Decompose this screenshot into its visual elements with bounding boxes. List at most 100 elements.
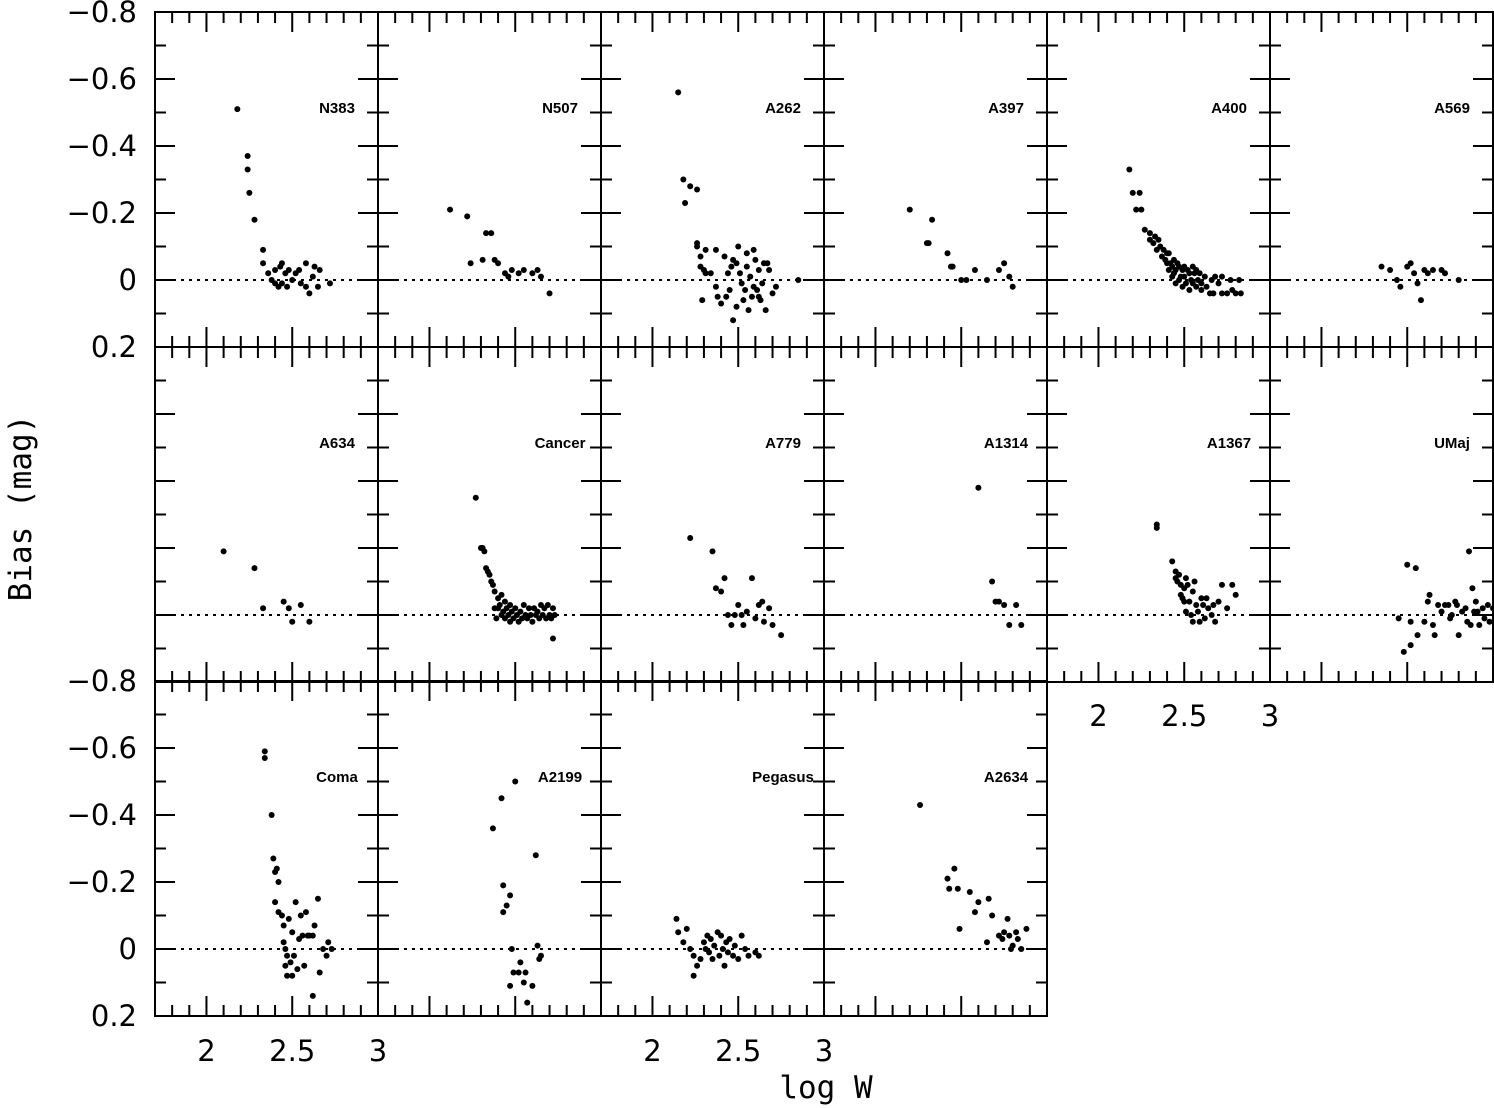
data-point bbox=[496, 601, 503, 608]
data-point bbox=[1141, 226, 1148, 233]
data-point bbox=[507, 601, 514, 608]
data-point bbox=[1218, 581, 1225, 588]
data-point bbox=[726, 935, 733, 942]
data-point bbox=[536, 956, 543, 963]
data-point bbox=[712, 246, 719, 253]
data-point bbox=[690, 972, 697, 979]
data-point bbox=[1407, 260, 1414, 267]
data-point bbox=[975, 899, 982, 906]
data-point bbox=[772, 283, 779, 290]
data-point bbox=[501, 598, 508, 605]
data-point bbox=[735, 956, 742, 963]
data-point bbox=[1395, 615, 1402, 622]
panel-ticks bbox=[378, 11, 601, 348]
data-point bbox=[1431, 632, 1438, 639]
y-tick-label: −0.8 bbox=[67, 0, 137, 29]
data-point bbox=[740, 297, 747, 304]
data-point bbox=[1186, 598, 1193, 605]
panel-frame bbox=[154, 346, 379, 683]
data-point bbox=[694, 962, 701, 969]
panel-ticks bbox=[1047, 346, 1270, 683]
data-point bbox=[1400, 648, 1407, 655]
data-point bbox=[294, 966, 301, 973]
data-point bbox=[1218, 290, 1225, 297]
data-point bbox=[1133, 206, 1140, 213]
data-point bbox=[551, 612, 558, 618]
data-point bbox=[795, 277, 802, 283]
data-point bbox=[491, 588, 498, 595]
data-point bbox=[507, 892, 514, 899]
data-point bbox=[1205, 605, 1212, 612]
data-point bbox=[757, 297, 764, 304]
data-point bbox=[1208, 612, 1215, 618]
data-point bbox=[1215, 280, 1222, 287]
data-point bbox=[759, 280, 766, 287]
data-point bbox=[1411, 270, 1418, 277]
panel-label: N507 bbox=[542, 100, 578, 117]
data-point bbox=[292, 899, 299, 906]
panel-label: A569 bbox=[1434, 100, 1470, 117]
data-point bbox=[251, 216, 258, 223]
data-point bbox=[702, 270, 709, 277]
data-point bbox=[956, 925, 963, 932]
panel-label: A634 bbox=[319, 435, 356, 452]
data-point bbox=[1417, 297, 1424, 304]
data-point bbox=[534, 608, 541, 615]
data-point bbox=[1193, 283, 1200, 290]
data-point bbox=[520, 979, 527, 986]
data-point bbox=[1001, 601, 1008, 608]
data-point bbox=[284, 972, 291, 979]
panel-label: A1314 bbox=[984, 435, 1029, 452]
data-point bbox=[306, 290, 313, 297]
data-point bbox=[1210, 290, 1217, 297]
data-point bbox=[738, 932, 745, 939]
data-point bbox=[738, 612, 745, 618]
data-point bbox=[498, 591, 505, 598]
panel-frame bbox=[600, 680, 825, 1017]
panel-label: A1367 bbox=[1207, 435, 1251, 452]
data-point bbox=[1429, 622, 1436, 629]
panel-label: Cancer bbox=[535, 435, 586, 452]
data-point bbox=[1407, 642, 1414, 649]
data-point bbox=[949, 263, 956, 270]
data-point bbox=[495, 260, 502, 267]
data-point bbox=[289, 618, 296, 625]
data-point bbox=[529, 618, 536, 625]
data-point bbox=[1227, 277, 1234, 283]
data-point bbox=[284, 952, 291, 959]
data-point bbox=[1203, 283, 1210, 290]
data-point bbox=[489, 581, 496, 588]
panel-umaj: UMaj bbox=[1269, 346, 1494, 683]
data-point bbox=[735, 601, 742, 608]
data-point bbox=[724, 270, 731, 277]
data-point bbox=[520, 601, 527, 608]
data-point bbox=[447, 206, 454, 213]
data-point bbox=[675, 929, 682, 936]
data-point bbox=[1429, 266, 1436, 273]
data-point bbox=[764, 260, 771, 267]
data-point bbox=[1006, 622, 1013, 629]
data-point bbox=[272, 266, 279, 273]
data-point bbox=[289, 277, 296, 283]
data-point bbox=[529, 270, 536, 277]
data-point bbox=[1189, 588, 1196, 595]
data-point bbox=[1186, 270, 1193, 277]
data-point bbox=[309, 992, 316, 999]
data-point bbox=[1229, 581, 1236, 588]
panel-cancer: Cancer bbox=[377, 346, 602, 683]
data-point bbox=[302, 260, 309, 267]
data-point bbox=[280, 939, 287, 946]
data-point bbox=[507, 982, 514, 989]
data-point bbox=[736, 270, 743, 277]
data-point bbox=[510, 969, 517, 976]
data-point bbox=[714, 293, 721, 300]
data-point bbox=[958, 277, 965, 283]
data-point bbox=[1165, 250, 1172, 257]
data-point bbox=[1414, 280, 1421, 287]
panel-pegasus: Pegasus bbox=[600, 680, 825, 1017]
panel-ticks bbox=[378, 680, 601, 1017]
data-point bbox=[731, 612, 738, 618]
data-point bbox=[766, 266, 773, 273]
data-point bbox=[743, 608, 750, 615]
data-point bbox=[268, 812, 275, 818]
